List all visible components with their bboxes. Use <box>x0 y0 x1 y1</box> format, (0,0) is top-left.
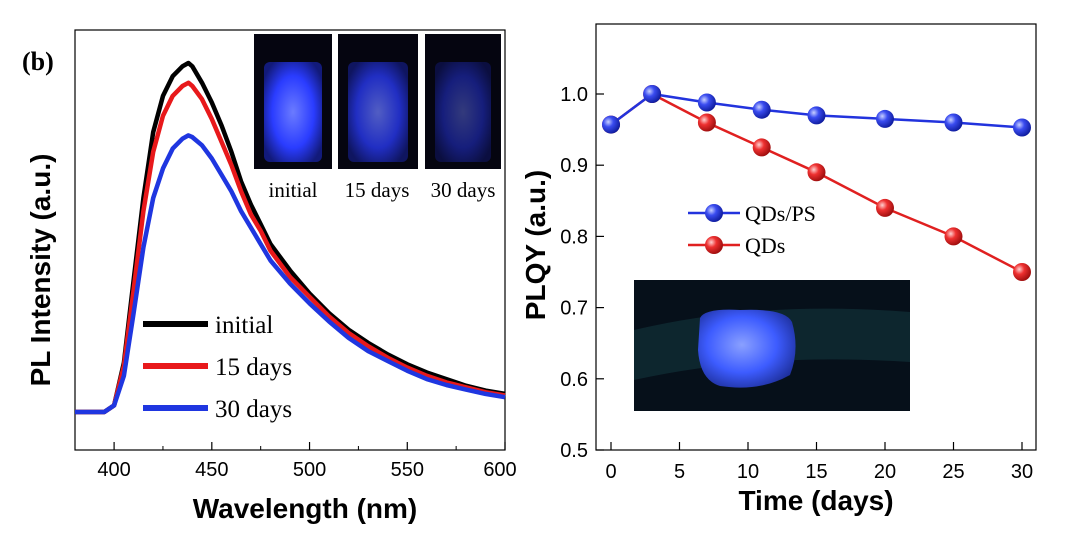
right-y-tick-label-0.7: 0.7 <box>560 298 588 320</box>
data-point-qds-ps-30 <box>1013 118 1031 137</box>
legend-marker-qds <box>705 236 723 254</box>
data-point-qds-ps-0 <box>602 115 620 134</box>
data-point-qds-ps-25 <box>944 113 963 132</box>
right-y-tick-label-0.5: 0.5 <box>560 440 588 462</box>
pl-spectrum-chart: 400 450 500 550 600 initial 15 days 30 days … <box>25 29 517 524</box>
data-point-qds-30 <box>1013 263 1031 281</box>
data-point-qds-ps-7 <box>697 93 716 112</box>
data-point-qds-ps-11 <box>752 100 771 119</box>
right-x-tick-label-25: 25 <box>942 461 964 483</box>
right-x-tick-label-20: 20 <box>874 461 896 483</box>
right-y-tick-label-0.9: 0.9 <box>560 155 588 177</box>
legend-label-qds-ps: QDs/PS <box>745 201 816 226</box>
data-point-qds-11 <box>752 138 771 157</box>
right-y-tick-label-0.8: 0.8 <box>560 226 588 248</box>
series-line-qds <box>610 92 1023 274</box>
plqy-chart: 0 5 10 15 20 25 30 0.5 0.6 0.7 0.8 0.9 1.0 QDs/PS QD… <box>520 23 1037 516</box>
right-x-tick-label-0: 0 <box>605 461 616 483</box>
left-x-tick-label-450: 450 <box>195 459 228 481</box>
inset-label-30-days: 30 days <box>431 178 496 202</box>
series-line-qds-ps <box>610 92 1023 129</box>
left-x-tick-label-600: 600 <box>483 459 516 481</box>
pl-curve-initial <box>75 60 506 415</box>
left-y-axis-label: PL Intensity (a.u.) <box>25 154 56 387</box>
vial-glow-15-days <box>348 62 408 162</box>
inset-label-initial: initial <box>269 178 318 202</box>
data-point-qds-25 <box>944 227 963 246</box>
data-point-qds-ps-20 <box>876 109 894 128</box>
sample-photo-inset <box>634 280 910 411</box>
left-legend: initial 15 days 30 days <box>143 312 292 423</box>
right-x-tick-label-10: 10 <box>737 461 759 483</box>
legend-label-initial: initial <box>215 312 273 339</box>
vial-glow-30-days <box>435 62 491 162</box>
legend-label-30-days: 30 days <box>215 396 292 423</box>
right-x-tick-label-30: 30 <box>1011 461 1033 483</box>
inset-label-15-days: 15 days <box>345 178 410 202</box>
right-x-tick-label-5: 5 <box>674 461 685 483</box>
right-y-tick-label-1.0: 1.0 <box>560 84 588 106</box>
legend-marker-qds-ps <box>705 204 723 222</box>
legend-label-15-days: 15 days <box>215 354 292 381</box>
sample-photo-lump <box>698 309 796 388</box>
data-point-qds-7 <box>697 113 716 132</box>
right-legend: QDs/PS QDs <box>688 201 816 258</box>
vial-glow-initial <box>264 62 322 162</box>
right-x-axis-label: Time (days) <box>738 485 893 516</box>
right-y-axis-label: PLQY (a.u.) <box>520 170 551 320</box>
left-plot-frame <box>74 29 506 451</box>
left-x-tick-label-400: 400 <box>97 459 130 481</box>
left-x-tick-label-550: 550 <box>391 459 424 481</box>
data-point-qds-ps-15 <box>807 106 826 125</box>
right-y-tick-label-0.6: 0.6 <box>560 369 588 391</box>
data-point-qds-15 <box>807 163 826 182</box>
panel-label: (b) <box>22 47 54 76</box>
right-x-tick-label-15: 15 <box>805 461 827 483</box>
vial-inset: initial 15 days 30 days <box>254 34 501 202</box>
pl-curve-30-days <box>75 133 506 415</box>
data-point-qds-ps-3 <box>643 85 662 103</box>
left-x-tick-label-500: 500 <box>293 459 326 481</box>
left-x-axis-label: Wavelength (nm) <box>193 493 418 524</box>
pl-curve-15-days <box>75 80 506 415</box>
legend-label-qds: QDs <box>745 233 785 258</box>
data-point-qds-20 <box>876 198 894 217</box>
